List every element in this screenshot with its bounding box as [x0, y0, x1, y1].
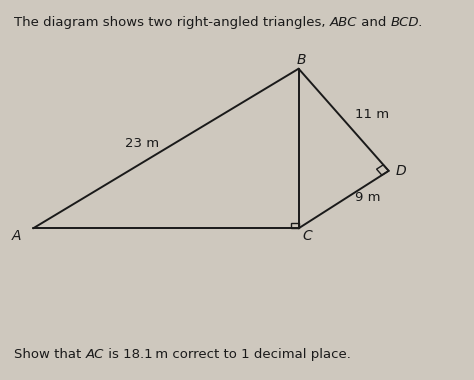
Text: Show that: Show that — [14, 348, 86, 361]
Text: 11 m: 11 m — [355, 108, 389, 122]
Text: B: B — [296, 53, 306, 67]
Text: 9 m: 9 m — [355, 192, 380, 204]
Text: 23 m: 23 m — [125, 137, 159, 150]
Text: A: A — [12, 229, 21, 243]
Text: AC: AC — [86, 348, 104, 361]
Text: C: C — [302, 229, 312, 243]
Text: The diagram shows two right-angled triangles,: The diagram shows two right-angled trian… — [14, 16, 330, 29]
Text: and: and — [357, 16, 391, 29]
Text: D: D — [396, 164, 406, 178]
Text: is 18.1 m correct to 1 decimal place.: is 18.1 m correct to 1 decimal place. — [104, 348, 351, 361]
Text: ABC: ABC — [330, 16, 357, 29]
Text: BCD.: BCD. — [391, 16, 424, 29]
